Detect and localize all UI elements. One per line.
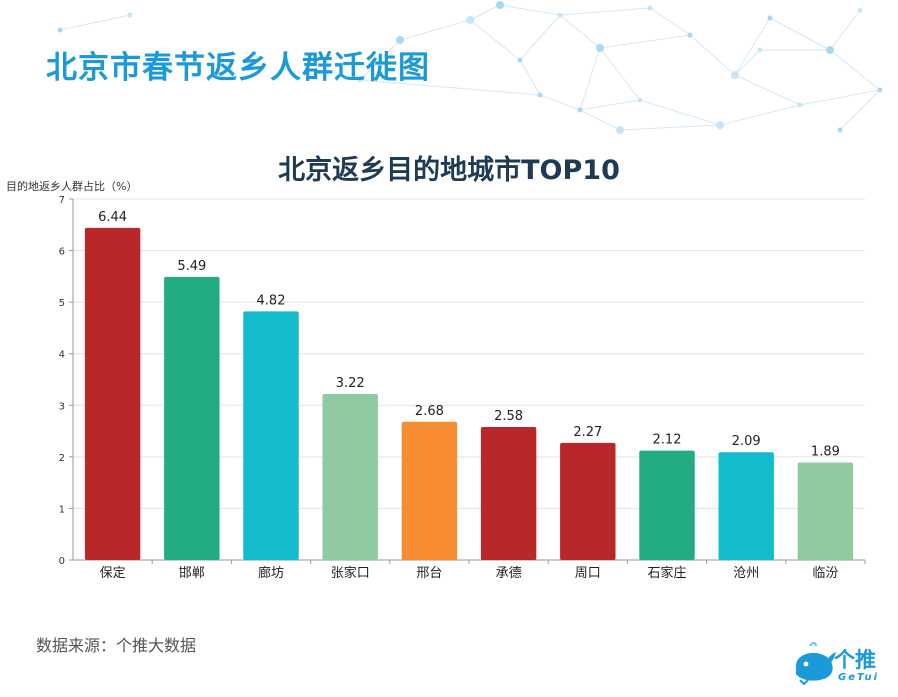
y-tick-label: 3: [59, 401, 65, 412]
bar[interactable]: [243, 311, 299, 560]
y-axis-title: 目的地返乡人群占比（%）: [6, 180, 138, 193]
data-label: 1.89: [811, 445, 840, 460]
x-tick-label: 张家口: [331, 565, 370, 581]
x-tick-label: 临汾: [812, 566, 838, 581]
y-tick-label: 7: [59, 195, 65, 206]
data-label: 2.27: [573, 425, 602, 440]
whale-icon: [796, 642, 836, 686]
bar[interactable]: [84, 227, 141, 560]
bar[interactable]: [639, 450, 695, 560]
logo-subtitle: GeTui: [838, 672, 880, 683]
y-tick-label: 1: [59, 504, 65, 515]
data-label: 6.44: [98, 210, 127, 225]
bar[interactable]: [560, 442, 616, 560]
page-title: 北京市春节返乡人群迁徙图: [46, 50, 430, 86]
network-background: [57, 1, 883, 134]
data-label: 2.12: [653, 433, 682, 448]
x-tick-label: 邯郸: [179, 566, 205, 581]
data-label: 2.09: [732, 434, 761, 449]
bar[interactable]: [164, 276, 220, 560]
y-tick-label: 4: [59, 350, 65, 361]
getui-logo: 个推 GeTui: [790, 640, 890, 690]
data-label: 2.68: [415, 404, 444, 419]
logo-name: 个推: [834, 648, 876, 672]
x-tick-label: 保定: [100, 566, 126, 581]
x-tick-label: 廊坊: [258, 565, 284, 581]
bar[interactable]: [480, 426, 537, 560]
y-tick-label: 2: [59, 453, 65, 464]
data-label: 5.49: [177, 259, 206, 274]
y-tick-label: 6: [59, 247, 65, 258]
x-tick-label: 周口: [575, 566, 601, 581]
data-label: 2.58: [494, 409, 523, 424]
x-tick-label: 石家庄: [647, 565, 686, 581]
y-tick-label: 5: [59, 298, 65, 309]
x-tick-label: 承德: [496, 566, 522, 581]
chart-title: 北京返乡目的地城市TOP10: [278, 155, 620, 186]
y-tick-label: 0: [59, 556, 65, 567]
bar[interactable]: [797, 462, 854, 560]
x-tick-label: 邢台: [416, 566, 442, 581]
bar[interactable]: [322, 393, 378, 560]
data-label: 3.22: [336, 376, 365, 391]
x-tick-label: 沧州: [733, 565, 759, 581]
source-note: 数据来源：个推大数据: [36, 636, 197, 655]
bar[interactable]: [718, 452, 774, 560]
bar[interactable]: [401, 421, 458, 560]
data-label: 4.82: [257, 293, 286, 308]
